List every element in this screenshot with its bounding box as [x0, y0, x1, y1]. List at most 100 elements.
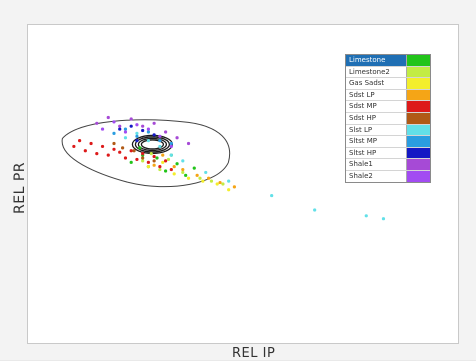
- legend-label: Sltst MP: [349, 137, 378, 146]
- data-point: [106, 153, 110, 157]
- data-point: [118, 150, 122, 154]
- data-point: [313, 208, 317, 212]
- legend-item[interactable]: Shale1: [346, 159, 430, 171]
- data-point: [158, 167, 162, 172]
- data-point: [175, 136, 179, 140]
- data-point: [138, 146, 142, 150]
- legend-swatch: [406, 147, 430, 159]
- data-point: [132, 149, 136, 153]
- data-point: [381, 217, 386, 221]
- data-point: [118, 124, 122, 128]
- data-point: [175, 162, 179, 166]
- data-point: [112, 141, 116, 146]
- data-point: [158, 165, 162, 169]
- legend-swatch: [406, 101, 430, 112]
- data-point: [118, 127, 122, 131]
- data-point: [141, 128, 145, 133]
- data-point: [129, 149, 133, 153]
- data-point: [169, 144, 173, 149]
- data-point: [129, 124, 133, 128]
- scatter-plot-canvas[interactable]: [28, 25, 458, 343]
- legend-swatch: [406, 78, 430, 89]
- legend-label: Shale1: [349, 160, 373, 169]
- data-point: [192, 166, 196, 170]
- data-point: [135, 123, 139, 127]
- data-point: [186, 141, 191, 146]
- data-point: [161, 153, 165, 157]
- data-point: [158, 144, 162, 149]
- legend-label: Gas Sadst: [349, 79, 385, 88]
- data-point: [164, 130, 168, 134]
- data-point: [112, 131, 116, 136]
- data-point: [135, 139, 139, 143]
- y-axis-title: REL PR: [12, 162, 28, 214]
- data-point: [141, 159, 145, 163]
- data-point: [161, 160, 165, 164]
- data-point: [123, 130, 128, 134]
- legend-swatch: [406, 159, 430, 170]
- data-point: [232, 185, 236, 189]
- legend-item[interactable]: Slst LP: [346, 124, 430, 137]
- legend-swatch: [406, 55, 430, 66]
- data-point: [215, 182, 219, 186]
- data-point: [201, 179, 205, 183]
- data-point: [172, 172, 176, 176]
- legend-swatch: [406, 124, 430, 136]
- legend-swatch: [406, 89, 430, 101]
- data-point: [135, 131, 139, 136]
- data-point: [169, 167, 173, 172]
- data-point: [146, 130, 150, 134]
- data-point: [123, 156, 128, 160]
- legend-swatch: [406, 170, 430, 182]
- legend-item[interactable]: Gas Sadst: [346, 78, 430, 90]
- data-point: [100, 127, 105, 131]
- data-point: [141, 124, 145, 128]
- data-point: [204, 170, 208, 175]
- legend-item[interactable]: Sltst HP: [346, 147, 430, 160]
- data-point: [181, 159, 185, 163]
- legend-label: Sdst LP: [349, 90, 375, 99]
- density-contour-inner: [140, 139, 165, 150]
- legend-item[interactable]: Sdst LP: [346, 89, 430, 102]
- data-point: [169, 141, 173, 146]
- data-point: [72, 144, 76, 149]
- data-point: [166, 157, 171, 162]
- data-point: [123, 127, 128, 131]
- density-contour-outer: [61, 119, 231, 188]
- legend-label: Limestone: [346, 55, 406, 66]
- legend-item[interactable]: Sltst MP: [346, 136, 430, 148]
- legend-swatch: [406, 66, 430, 78]
- data-point: [198, 176, 202, 180]
- data-point: [164, 159, 168, 163]
- data-point: [152, 154, 156, 159]
- density-contour-inner: [134, 136, 171, 153]
- data-point: [95, 121, 99, 125]
- legend-item[interactable]: Shale2: [346, 170, 430, 182]
- legend-label: Limestone2: [349, 67, 390, 76]
- data-point: [135, 134, 139, 138]
- data-point: [141, 152, 145, 156]
- legend-item[interactable]: Limestone: [346, 55, 430, 67]
- data-point: [195, 173, 199, 177]
- data-point: [164, 169, 168, 173]
- data-point: [364, 214, 368, 218]
- data-point: [89, 141, 93, 146]
- data-point: [155, 156, 159, 160]
- x-axis-title: REL IP: [232, 346, 276, 361]
- data-point: [149, 152, 153, 156]
- data-point: [158, 134, 162, 138]
- data-point: [152, 133, 156, 137]
- data-point: [112, 120, 116, 124]
- data-point: [146, 160, 150, 164]
- density-contour-inner: [137, 137, 168, 152]
- data-point: [123, 136, 128, 140]
- data-point: [181, 167, 185, 172]
- data-point: [129, 160, 133, 164]
- legend-item[interactable]: Sdst HP: [346, 112, 430, 125]
- legend-swatch: [406, 112, 430, 124]
- data-point: [270, 193, 274, 198]
- legend-item[interactable]: Limestone2: [346, 66, 430, 79]
- legend-label: Sltst HP: [349, 148, 377, 157]
- data-point: [227, 179, 231, 183]
- legend-item[interactable]: Sdst MP: [346, 101, 430, 113]
